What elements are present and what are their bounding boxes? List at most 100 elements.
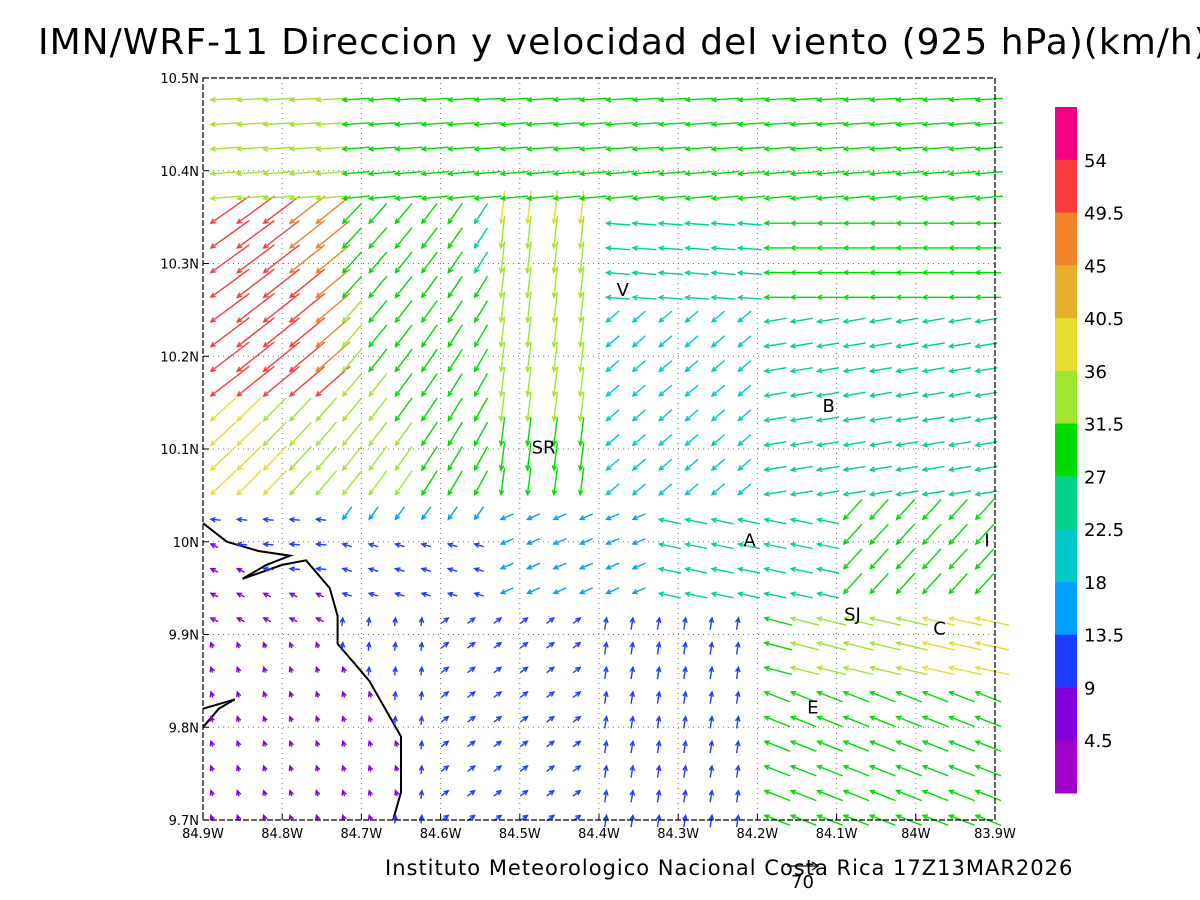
wind-arrow-head — [708, 813, 715, 821]
wind-arrow-head — [447, 292, 453, 299]
wind-arrow-shaft — [210, 195, 241, 200]
wind-arrow-head — [815, 245, 823, 251]
wind-arrow-head — [394, 464, 401, 472]
wind-arrow-shaft — [896, 666, 928, 676]
wind-arrow-shaft — [896, 573, 916, 594]
wind-arrow-head — [288, 566, 295, 572]
wind-arrow-head — [262, 739, 268, 747]
wind-arrow-head — [443, 814, 450, 821]
wind-arrow — [655, 739, 662, 754]
wind-arrow — [629, 813, 636, 828]
wind-arrow-head — [974, 640, 981, 647]
wind-arrow-head — [341, 542, 348, 548]
wind-arrow-shaft — [579, 562, 594, 570]
wind-arrow — [921, 640, 955, 651]
wind-arrow — [894, 220, 922, 227]
wind-arrow — [315, 317, 351, 348]
colorbar-label: 31.5 — [1084, 415, 1124, 436]
wind-arrow-shaft — [210, 470, 237, 496]
wind-arrow-shaft — [658, 359, 673, 372]
wind-arrow-shaft — [658, 384, 673, 397]
wind-arrow-head — [288, 146, 295, 152]
wind-arrow — [629, 764, 636, 778]
wind-arrow — [868, 195, 898, 201]
wind-arrow — [209, 170, 241, 177]
wind-arrow-head — [577, 390, 584, 398]
wind-arrow — [209, 96, 241, 103]
wind-arrow — [789, 764, 817, 777]
town-label: I — [984, 530, 989, 551]
wind-arrow — [262, 421, 287, 447]
wind-arrow — [525, 392, 532, 423]
wind-arrow-head — [394, 739, 400, 747]
wind-arrow — [572, 617, 582, 624]
wind-arrow-head — [763, 715, 770, 721]
wind-arrow — [947, 195, 977, 201]
wind-arrow-head — [815, 517, 823, 523]
wind-arrow — [367, 789, 374, 797]
wind-arrow — [815, 465, 840, 473]
wind-arrow-head — [209, 690, 215, 698]
wind-arrow-shaft — [474, 146, 502, 150]
wind-arrow-head — [367, 739, 374, 747]
wind-arrow-head — [974, 740, 981, 746]
wind-arrow-head — [657, 96, 665, 103]
wind-arrow — [605, 335, 620, 348]
wind-arrow-shaft — [500, 241, 506, 273]
wind-arrow — [763, 342, 787, 349]
wind-arrow-head — [816, 690, 823, 697]
wind-arrow-head — [655, 764, 662, 771]
wind-arrow-head — [815, 740, 823, 746]
wind-arrow — [655, 665, 662, 680]
wind-arrow-head — [578, 121, 586, 128]
wind-arrow-shaft — [315, 397, 338, 422]
wind-arrow-shaft — [394, 227, 413, 249]
wind-arrow-shaft — [870, 195, 898, 200]
wind-arrow-shaft — [342, 195, 370, 200]
wind-arrow — [682, 764, 688, 778]
wind-arrow — [684, 359, 699, 373]
wind-arrow — [735, 764, 741, 778]
wind-arrow — [605, 483, 620, 496]
wind-arrow — [684, 433, 699, 447]
wind-arrow-head — [577, 366, 584, 373]
wind-arrow-head — [469, 765, 476, 771]
wind-arrow-shaft — [579, 366, 585, 396]
wind-arrow-head — [842, 96, 849, 103]
wind-arrow-shaft — [922, 499, 942, 520]
wind-arrow — [736, 566, 761, 574]
wind-arrow-head — [548, 666, 556, 673]
wind-arrow-shaft — [263, 219, 301, 249]
wind-arrow-head — [763, 665, 770, 672]
wind-arrow-shaft — [632, 433, 646, 446]
wind-arrow-shaft — [236, 317, 275, 348]
wind-arrow-shaft — [659, 222, 683, 226]
wind-arrow-shaft — [922, 740, 949, 752]
wind-arrow — [869, 548, 889, 570]
wind-arrow-head — [735, 789, 741, 796]
wind-arrow-head — [288, 541, 295, 548]
wind-arrow-shaft — [709, 815, 713, 828]
wind-arrow-head — [947, 665, 955, 671]
wind-arrow — [655, 715, 662, 729]
wind-arrow-head — [763, 294, 770, 301]
wind-arrow — [921, 391, 945, 399]
wind-arrow-shaft — [606, 587, 620, 594]
wind-arrow — [473, 96, 502, 103]
wind-arrow-head — [236, 489, 243, 496]
wind-arrow-shaft — [500, 442, 506, 471]
colorbar-label: 4.5 — [1084, 731, 1113, 752]
wind-arrow-head — [868, 269, 876, 276]
wind-arrow-head — [895, 665, 902, 672]
wind-arrow-shaft — [870, 122, 898, 126]
wind-arrow-shaft — [843, 122, 871, 126]
wind-arrow-shaft — [421, 251, 438, 274]
wind-arrow-shaft — [210, 97, 241, 101]
wind-arrow-head — [736, 294, 744, 301]
wind-arrow-shaft — [685, 592, 708, 599]
wind-arrow-head — [736, 96, 744, 103]
wind-arrow-head — [341, 415, 348, 422]
wind-arrow-shaft — [263, 317, 301, 348]
wind-arrow-shaft — [685, 518, 708, 525]
wind-arrow-head — [262, 764, 268, 772]
